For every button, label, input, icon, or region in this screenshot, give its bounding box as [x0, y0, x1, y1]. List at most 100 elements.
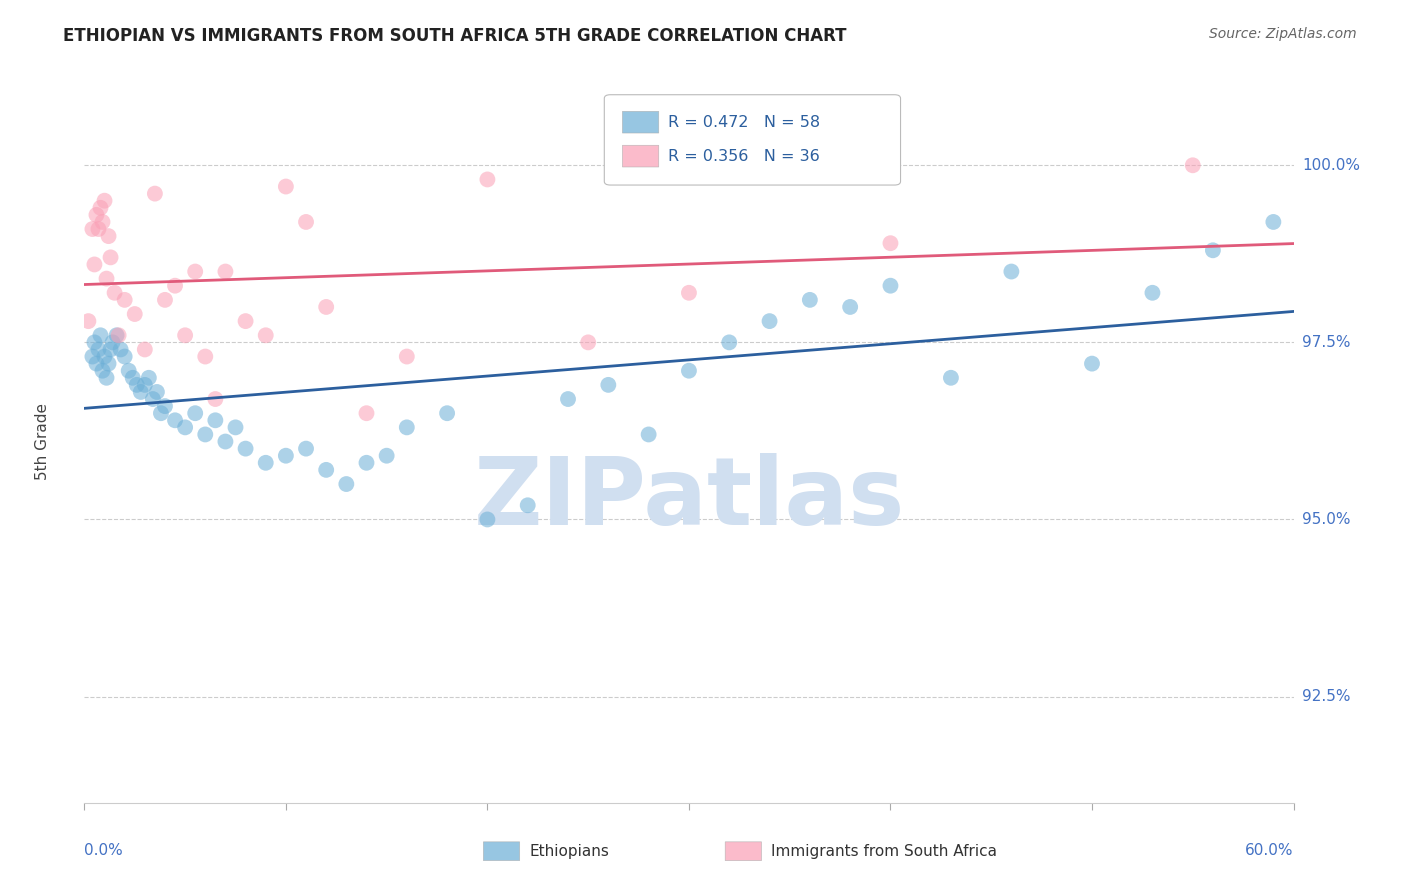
Point: [174, 420, 197, 434]
Text: Immigrants from South Africa: Immigrants from South Africa: [770, 844, 997, 859]
Point: [114, 350, 136, 364]
Point: [110, 343, 132, 357]
Point: [839, 300, 862, 314]
Point: [91, 215, 114, 229]
Point: [335, 477, 357, 491]
Point: [134, 343, 156, 357]
Point: [114, 293, 136, 307]
Point: [879, 236, 901, 251]
Point: [153, 399, 176, 413]
Point: [83, 257, 105, 271]
Point: [142, 392, 165, 406]
FancyBboxPatch shape: [605, 95, 901, 185]
Text: R = 0.356   N = 36: R = 0.356 N = 36: [668, 149, 820, 163]
Point: [678, 285, 700, 300]
Point: [395, 350, 418, 364]
Point: [375, 449, 398, 463]
Point: [87, 222, 110, 236]
Point: [125, 377, 148, 392]
Point: [274, 449, 297, 463]
Point: [165, 278, 187, 293]
Point: [254, 456, 277, 470]
Point: [118, 364, 141, 378]
Point: [1000, 264, 1022, 278]
Text: 92.5%: 92.5%: [1302, 689, 1350, 704]
Point: [477, 172, 499, 186]
Point: [274, 179, 297, 194]
Text: R = 0.472   N = 58: R = 0.472 N = 58: [668, 115, 821, 129]
Point: [105, 328, 128, 343]
Point: [89, 328, 111, 343]
Point: [93, 350, 115, 364]
Point: [165, 413, 187, 427]
Point: [356, 456, 378, 470]
Point: [214, 434, 236, 449]
Point: [235, 442, 257, 456]
Point: [799, 293, 821, 307]
Point: [939, 371, 962, 385]
Text: ETHIOPIAN VS IMMIGRANTS FROM SOUTH AFRICA 5TH GRADE CORRELATION CHART: ETHIOPIAN VS IMMIGRANTS FROM SOUTH AFRIC…: [63, 27, 846, 45]
Point: [143, 186, 166, 201]
Point: [1263, 215, 1285, 229]
Point: [194, 350, 217, 364]
Point: [395, 420, 418, 434]
Text: 5th Grade: 5th Grade: [35, 403, 49, 480]
Point: [174, 328, 197, 343]
Point: [598, 377, 620, 392]
Point: [104, 285, 127, 300]
Text: 95.0%: 95.0%: [1302, 512, 1350, 527]
Point: [315, 463, 337, 477]
Text: 97.5%: 97.5%: [1302, 334, 1350, 350]
Point: [96, 271, 118, 285]
Point: [93, 194, 115, 208]
Point: [82, 350, 104, 364]
Point: [295, 442, 318, 456]
Point: [758, 314, 780, 328]
FancyBboxPatch shape: [623, 145, 659, 167]
Point: [146, 384, 169, 399]
Point: [129, 384, 152, 399]
Point: [134, 377, 156, 392]
Point: [235, 314, 257, 328]
Point: [124, 307, 146, 321]
Point: [97, 357, 120, 371]
Point: [436, 406, 458, 420]
Point: [1142, 285, 1164, 300]
Point: [516, 498, 538, 512]
Point: [678, 364, 700, 378]
Point: [718, 335, 741, 350]
Point: [637, 427, 659, 442]
Point: [86, 357, 108, 371]
Point: [315, 300, 337, 314]
Text: 0.0%: 0.0%: [84, 843, 124, 857]
Point: [149, 406, 172, 420]
Point: [1081, 357, 1104, 371]
Point: [83, 335, 105, 350]
Text: 100.0%: 100.0%: [1302, 158, 1360, 173]
Text: ZIPatlas: ZIPatlas: [474, 453, 904, 545]
FancyBboxPatch shape: [623, 112, 659, 133]
Point: [557, 392, 579, 406]
Point: [204, 413, 226, 427]
Point: [576, 335, 599, 350]
Point: [77, 314, 100, 328]
Point: [87, 343, 110, 357]
Point: [1181, 158, 1204, 172]
Point: [214, 264, 236, 278]
Point: [138, 371, 160, 385]
Point: [879, 278, 901, 293]
Point: [194, 427, 217, 442]
Point: [101, 335, 124, 350]
Point: [1202, 244, 1225, 258]
FancyBboxPatch shape: [484, 842, 520, 861]
FancyBboxPatch shape: [725, 842, 762, 861]
Point: [100, 343, 122, 357]
Point: [204, 392, 226, 406]
Point: [477, 512, 499, 526]
Point: [184, 406, 207, 420]
Point: [225, 420, 247, 434]
Point: [89, 201, 111, 215]
Point: [91, 364, 114, 378]
Text: Source: ZipAtlas.com: Source: ZipAtlas.com: [1209, 27, 1357, 41]
Text: Ethiopians: Ethiopians: [529, 844, 609, 859]
